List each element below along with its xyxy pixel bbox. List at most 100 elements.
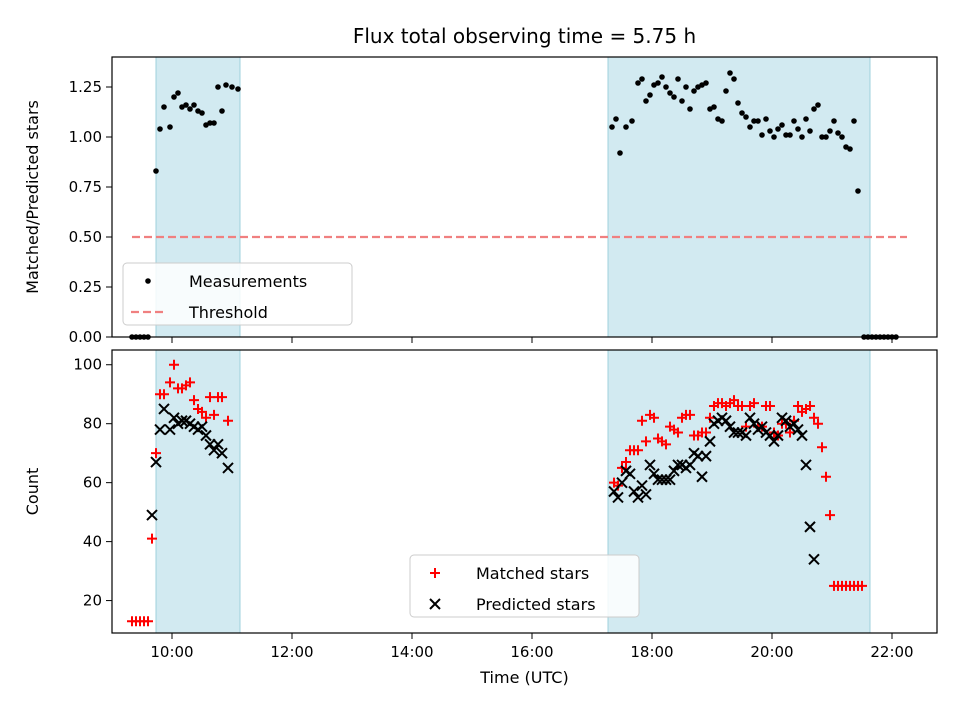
y-tick-label: 60 <box>83 474 102 492</box>
legend-label: Predicted stars <box>476 595 596 614</box>
data-point <box>200 429 212 442</box>
data-point <box>835 130 841 136</box>
data-point <box>644 459 656 471</box>
data-point <box>235 86 241 92</box>
data-point <box>608 485 620 498</box>
data-point <box>785 427 795 438</box>
data-point <box>823 134 829 140</box>
data-point <box>168 412 180 424</box>
data-point <box>222 462 234 474</box>
data-point <box>788 417 800 430</box>
legend-marker <box>145 278 151 284</box>
data-point <box>643 98 649 104</box>
legend-label: Matched stars <box>476 564 589 583</box>
y-tick-label: 40 <box>83 533 102 551</box>
data-point <box>711 104 717 110</box>
data-point <box>668 465 680 477</box>
data-point <box>809 412 819 423</box>
data-point <box>795 126 801 132</box>
data-point <box>857 580 867 591</box>
legend-marker <box>430 568 440 578</box>
data-point <box>787 132 793 138</box>
x-tick-label: 10:00 <box>150 643 193 661</box>
data-point <box>805 401 815 412</box>
data-point <box>817 442 827 453</box>
data-point <box>780 415 792 427</box>
data-point <box>703 80 709 86</box>
x-tick-label: 16:00 <box>510 643 553 661</box>
data-point <box>687 106 693 112</box>
data-point <box>819 134 825 140</box>
y-tick-label: 20 <box>83 592 102 610</box>
data-point <box>808 553 820 566</box>
data-point <box>807 128 813 134</box>
data-point <box>720 415 732 427</box>
data-point <box>813 418 823 429</box>
data-point <box>649 412 659 423</box>
data-point <box>755 118 761 124</box>
data-point <box>783 132 789 138</box>
data-point <box>804 521 816 533</box>
top-panel: 0.00 0.25 0.50 0.75 1.00 1.25 Flux total obser… <box>23 24 938 346</box>
y-tick-label: 0.25 <box>69 278 102 296</box>
data-point <box>839 134 845 140</box>
data-point <box>147 533 157 544</box>
data-point <box>661 439 671 450</box>
data-point <box>815 102 821 108</box>
data-point <box>683 84 689 90</box>
data-point <box>679 98 685 104</box>
data-point <box>197 406 207 417</box>
data-point <box>199 110 205 116</box>
data-point <box>648 468 660 480</box>
data-point <box>791 118 797 124</box>
data-point <box>756 420 768 433</box>
data-point <box>223 415 233 426</box>
data-point <box>659 74 665 80</box>
data-point <box>201 412 211 423</box>
data-point <box>744 412 756 424</box>
data-point <box>765 401 775 412</box>
legend-label: Threshold <box>188 303 268 322</box>
data-point <box>748 417 760 430</box>
data-point <box>821 471 831 482</box>
legend-marker <box>429 598 441 610</box>
data-point <box>639 76 645 82</box>
data-point <box>207 120 213 126</box>
data-point <box>223 82 229 88</box>
data-point <box>723 88 729 94</box>
data-point <box>743 114 749 120</box>
data-point <box>623 124 629 130</box>
data-point <box>150 456 162 468</box>
data-point <box>664 474 676 486</box>
data-point <box>740 429 752 442</box>
data-point <box>151 448 161 459</box>
data-point <box>660 474 672 486</box>
data-point <box>189 395 199 406</box>
data-point <box>704 435 716 448</box>
data-point <box>739 110 745 116</box>
x-tick-label: 18:00 <box>630 643 673 661</box>
data-point <box>191 102 197 108</box>
y-tick-label: 0.50 <box>69 228 102 246</box>
data-point <box>705 412 715 423</box>
data-point <box>827 128 833 134</box>
data-point <box>673 427 683 438</box>
data-point <box>632 491 644 504</box>
data-point <box>637 415 647 426</box>
data-point <box>696 471 708 483</box>
data-point <box>811 106 817 112</box>
data-point <box>851 118 857 124</box>
data-point <box>779 122 785 128</box>
data-point <box>216 447 228 459</box>
data-point <box>628 485 640 498</box>
data-point <box>772 429 784 442</box>
x-tick-label: 20:00 <box>750 643 793 661</box>
data-point <box>775 126 781 132</box>
data-point <box>729 395 739 406</box>
data-point <box>616 476 628 489</box>
y-tick-label: 1.00 <box>69 128 102 146</box>
data-point <box>612 491 624 504</box>
data-point <box>701 427 711 438</box>
data-point <box>647 92 653 98</box>
